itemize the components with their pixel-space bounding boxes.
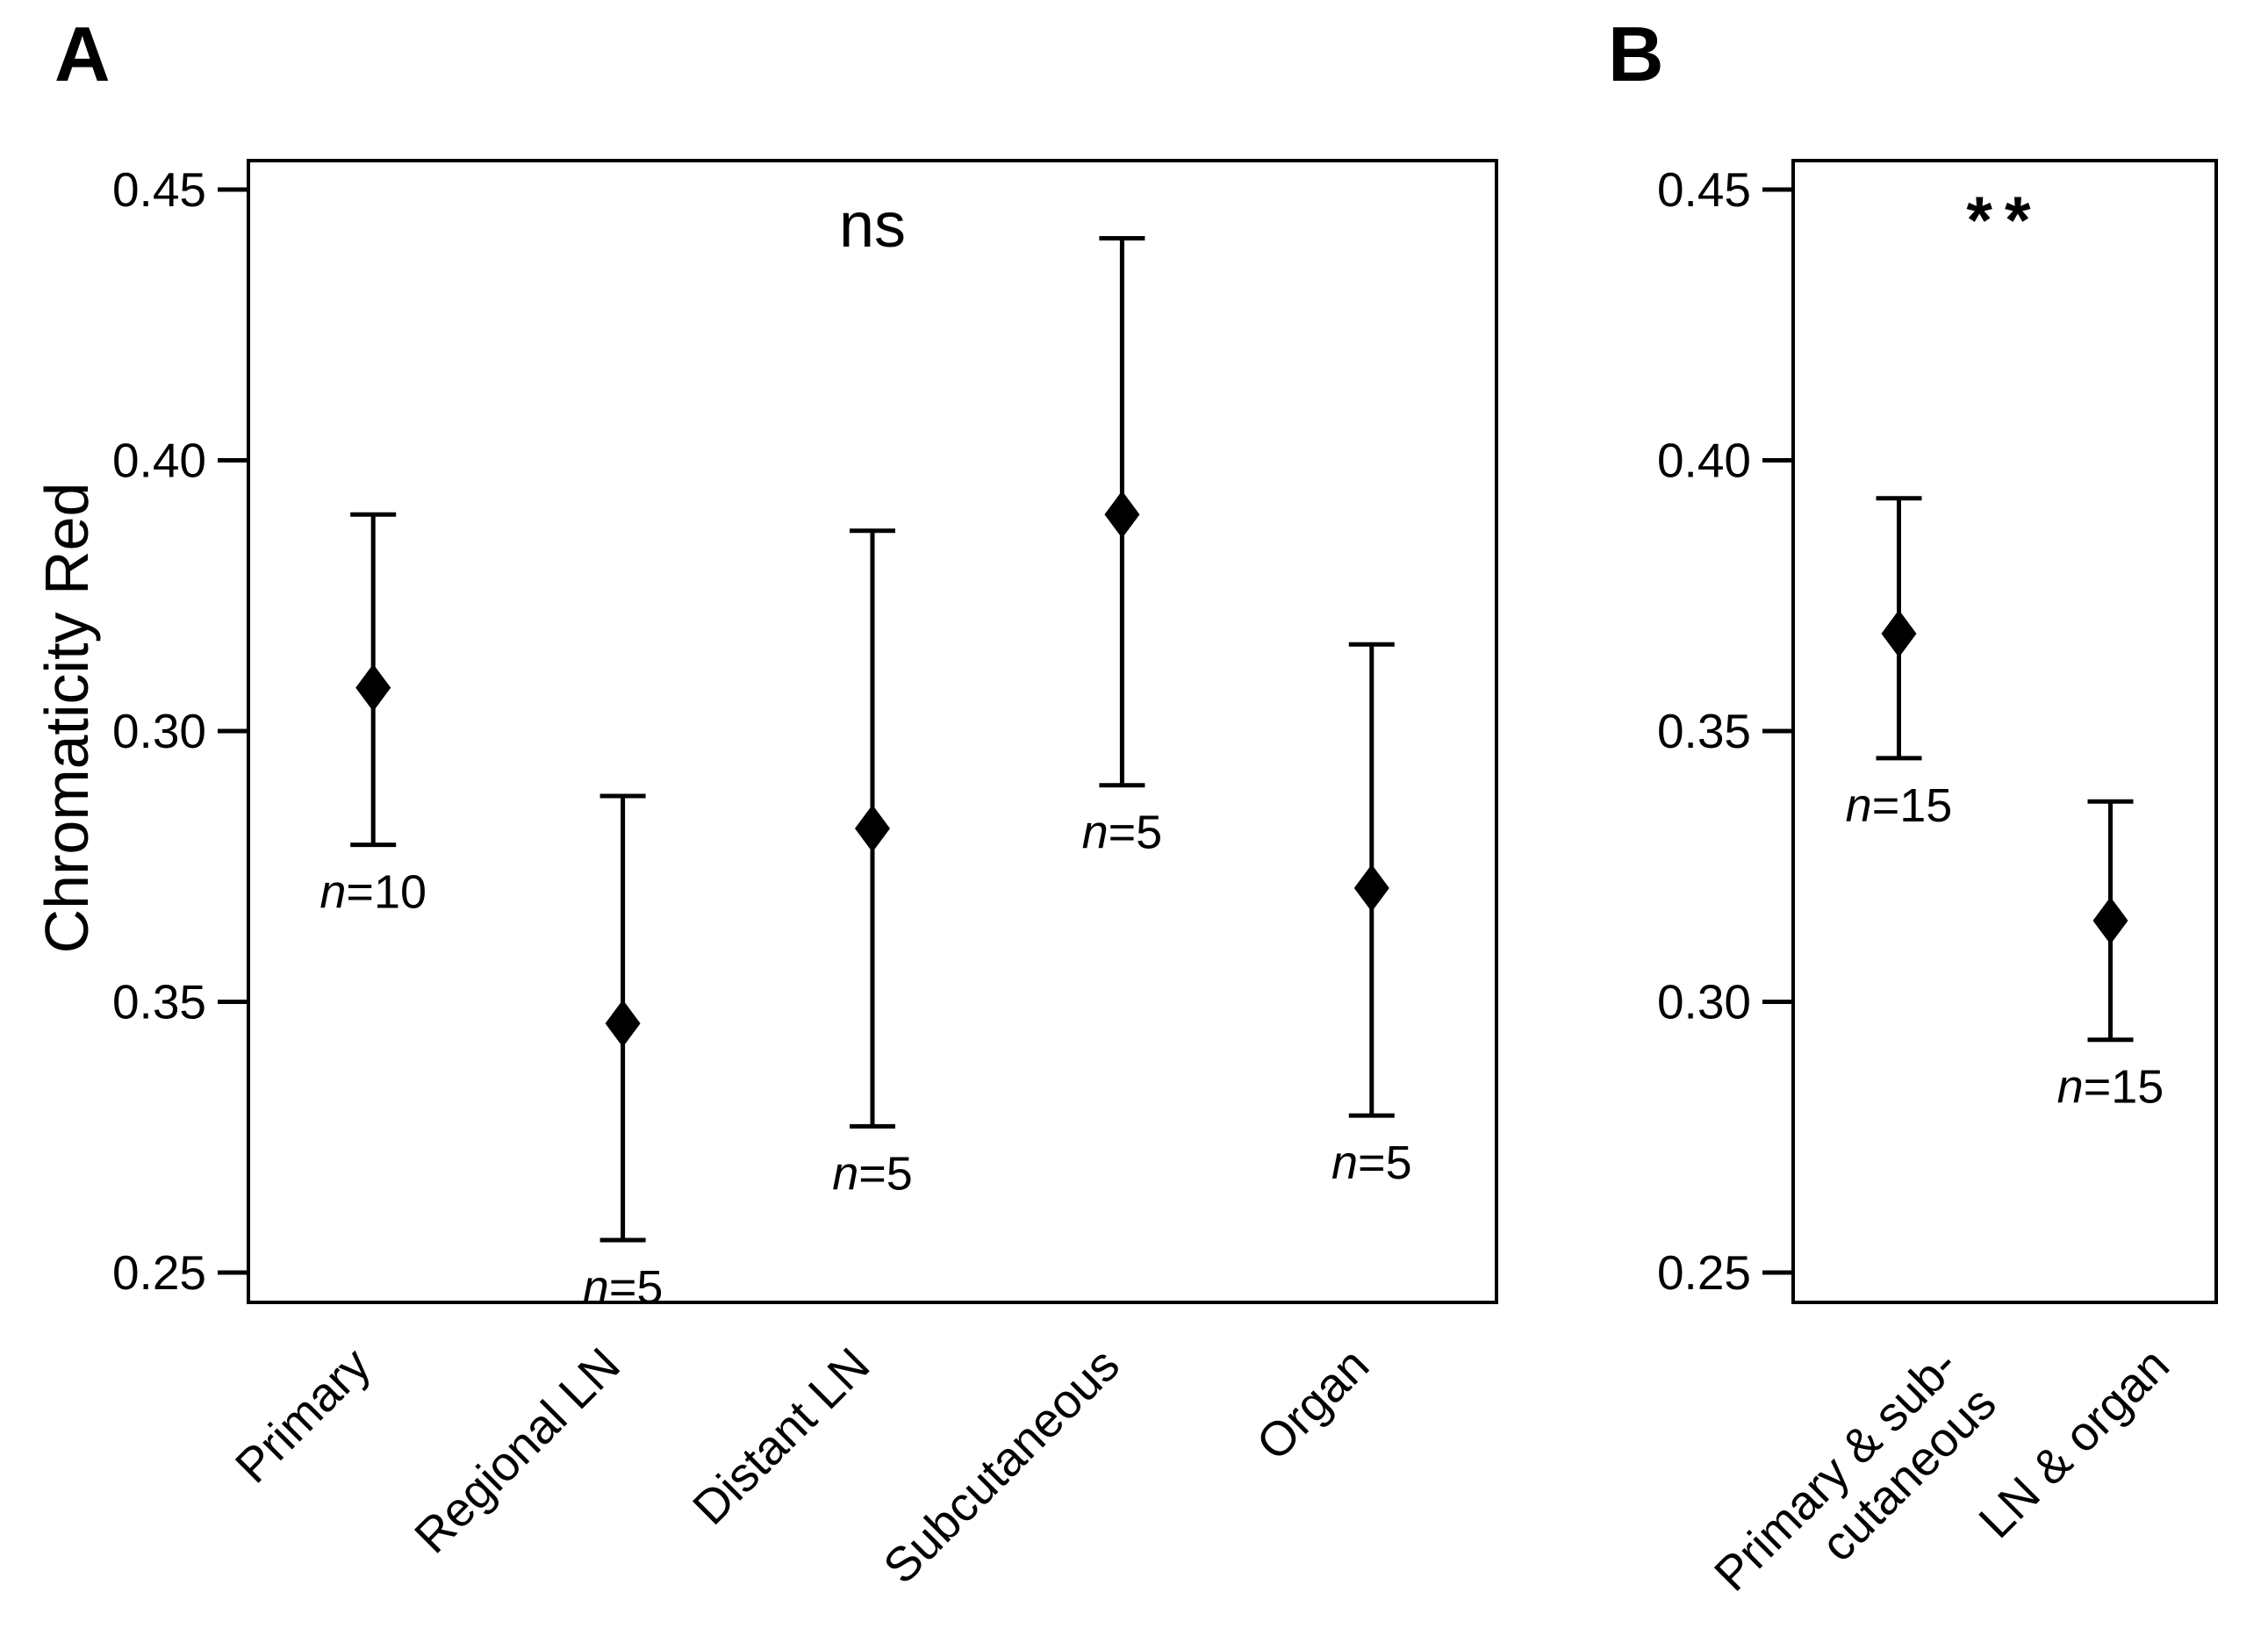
mean-diamond-marker [1104, 491, 1140, 539]
n-count-label: n=5 [832, 1147, 913, 1200]
plot-box [1791, 159, 2218, 1304]
y-axis-title: Chromaticity Red [32, 483, 101, 954]
x-category-label: Regional LN [404, 1338, 630, 1564]
x-category-label: Subcutaneous [872, 1338, 1130, 1595]
y-tick-label: 0.25 [1657, 1245, 1751, 1300]
mean-diamond-marker [355, 663, 391, 712]
y-tick-label: 0.45 [112, 162, 206, 217]
n-count-label: n=15 [1846, 779, 1953, 832]
panel-a-letter: A [54, 11, 111, 97]
y-tick-label: 0.45 [1657, 162, 1751, 217]
x-category-label: Organ [1245, 1338, 1379, 1471]
y-tick-label: 0.30 [112, 704, 206, 758]
y-tick-label: 0.35 [112, 975, 206, 1029]
y-tick-label: 0.30 [1657, 975, 1751, 1029]
x-category-label: Primary & sub-cutaneous [1704, 1338, 2006, 1628]
significance-annotation: ns [839, 190, 906, 261]
mean-diamond-marker [605, 1000, 641, 1048]
y-tick-label: 0.40 [1657, 434, 1751, 488]
x-category-label: Distant LN [682, 1338, 879, 1535]
y-tick-label: 0.35 [1657, 704, 1751, 758]
n-count-label: n=5 [583, 1261, 664, 1314]
mean-diamond-marker [1881, 609, 1917, 657]
panel-a: 0.45 0.40 0.30 0.35 0.25 ns n=10 Primary n=5 Regi… [112, 159, 1498, 1595]
mean-diamond-marker [855, 805, 890, 853]
n-count-label: n=5 [1082, 807, 1163, 859]
x-category-label: Primary [225, 1337, 381, 1493]
n-count-label: n=10 [319, 866, 427, 919]
mean-diamond-marker [2092, 896, 2128, 944]
x-category-label: LN & organ [1968, 1338, 2179, 1549]
n-count-label: n=15 [2057, 1061, 2164, 1114]
panel-b-letter: B [1608, 11, 1664, 97]
n-count-label: n=5 [1331, 1137, 1412, 1189]
y-tick-label: 0.40 [112, 434, 206, 488]
mean-diamond-marker [1353, 864, 1389, 912]
significance-annotation: ** [1966, 183, 2042, 258]
y-tick-label: 0.25 [112, 1245, 206, 1300]
panel-b: 0.45 0.40 0.35 0.30 0.25 ** n=15 Primary & sub-… [1657, 159, 2218, 1628]
